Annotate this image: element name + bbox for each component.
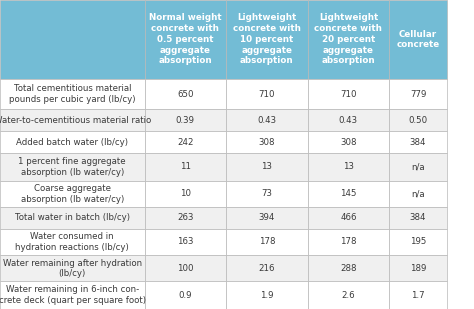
Bar xyxy=(0,255,145,281)
Bar xyxy=(226,109,308,131)
Text: Water consumed in
hydration reactions (lb/cy): Water consumed in hydration reactions (l… xyxy=(16,232,129,252)
Text: 145: 145 xyxy=(340,189,356,198)
Text: Water remaining after hydration
(lb/cy): Water remaining after hydration (lb/cy) xyxy=(3,259,142,278)
Text: 1.9: 1.9 xyxy=(260,291,273,300)
Text: 2.6: 2.6 xyxy=(342,291,355,300)
Bar xyxy=(389,109,447,131)
Bar xyxy=(389,131,447,153)
Bar xyxy=(145,207,226,229)
Text: n/a: n/a xyxy=(411,163,425,171)
Bar xyxy=(0,207,145,229)
Text: 195: 195 xyxy=(410,238,426,247)
Bar xyxy=(308,0,389,79)
Text: 384: 384 xyxy=(410,138,426,147)
Text: 0.43: 0.43 xyxy=(257,116,276,125)
Text: n/a: n/a xyxy=(411,189,425,198)
Bar xyxy=(308,153,389,181)
Bar xyxy=(0,153,145,181)
Bar xyxy=(226,281,308,309)
Bar xyxy=(0,0,145,79)
Bar xyxy=(226,153,308,181)
Bar xyxy=(389,255,447,281)
Text: 308: 308 xyxy=(340,138,356,147)
Text: 650: 650 xyxy=(177,90,193,99)
Bar xyxy=(389,0,447,79)
Text: 216: 216 xyxy=(259,264,275,273)
Bar xyxy=(145,281,226,309)
Text: Coarse aggregate
absorption (lb water/cy): Coarse aggregate absorption (lb water/cy… xyxy=(21,184,124,204)
Text: 178: 178 xyxy=(259,238,275,247)
Bar xyxy=(389,229,447,255)
Bar xyxy=(145,229,226,255)
Text: 13: 13 xyxy=(261,163,273,171)
Text: 0.39: 0.39 xyxy=(176,116,195,125)
Bar xyxy=(0,79,145,109)
Text: 710: 710 xyxy=(259,90,275,99)
Text: 11: 11 xyxy=(180,163,191,171)
Text: 1.7: 1.7 xyxy=(411,291,425,300)
Bar xyxy=(226,229,308,255)
Text: Cellular
concrete: Cellular concrete xyxy=(397,30,439,49)
Text: 0.50: 0.50 xyxy=(409,116,428,125)
Bar xyxy=(308,229,389,255)
Text: 163: 163 xyxy=(177,238,193,247)
Bar xyxy=(226,79,308,109)
Text: Lightweight
concrete with
10 percent
aggregate
absorption: Lightweight concrete with 10 percent agg… xyxy=(233,13,301,66)
Bar xyxy=(0,131,145,153)
Bar xyxy=(0,229,145,255)
Bar xyxy=(308,131,389,153)
Text: 73: 73 xyxy=(261,189,273,198)
Bar xyxy=(0,181,145,207)
Bar xyxy=(389,281,447,309)
Bar xyxy=(389,207,447,229)
Text: 384: 384 xyxy=(410,214,426,222)
Text: 1 percent fine aggregate
absorption (lb water/cy): 1 percent fine aggregate absorption (lb … xyxy=(18,157,126,177)
Bar xyxy=(145,109,226,131)
Text: 0.43: 0.43 xyxy=(339,116,358,125)
Text: 242: 242 xyxy=(177,138,193,147)
Text: 178: 178 xyxy=(340,238,356,247)
Text: 10: 10 xyxy=(180,189,191,198)
Text: Water-to-cementitious material ratio: Water-to-cementitious material ratio xyxy=(0,116,151,125)
Text: 13: 13 xyxy=(343,163,354,171)
Bar xyxy=(226,207,308,229)
Text: 288: 288 xyxy=(340,264,356,273)
Bar xyxy=(308,181,389,207)
Text: Total water in batch (lb/cy): Total water in batch (lb/cy) xyxy=(15,214,130,222)
Text: Lightweight
concrete with
20 percent
aggregate
absorption: Lightweight concrete with 20 percent agg… xyxy=(314,13,383,66)
Bar xyxy=(145,255,226,281)
Bar xyxy=(308,79,389,109)
Text: 779: 779 xyxy=(410,90,426,99)
Text: Water remaining in 6-inch con-
crete deck (quart per square foot): Water remaining in 6-inch con- crete dec… xyxy=(0,286,146,305)
Text: Total cementitious material
pounds per cubic yard (lb/cy): Total cementitious material pounds per c… xyxy=(9,84,136,104)
Bar xyxy=(389,181,447,207)
Bar xyxy=(145,153,226,181)
Text: 0.9: 0.9 xyxy=(179,291,192,300)
Bar xyxy=(226,0,308,79)
Text: 466: 466 xyxy=(340,214,356,222)
Text: 100: 100 xyxy=(177,264,193,273)
Bar xyxy=(308,255,389,281)
Bar xyxy=(308,207,389,229)
Bar xyxy=(389,79,447,109)
Text: 710: 710 xyxy=(340,90,356,99)
Bar xyxy=(0,109,145,131)
Text: 394: 394 xyxy=(259,214,275,222)
Bar xyxy=(145,131,226,153)
Text: Normal weight
concrete with
0.5 percent
aggregate
absorption: Normal weight concrete with 0.5 percent … xyxy=(149,13,222,66)
Bar xyxy=(145,0,226,79)
Bar xyxy=(145,181,226,207)
Text: Added batch water (lb/cy): Added batch water (lb/cy) xyxy=(16,138,128,147)
Bar xyxy=(0,281,145,309)
Bar xyxy=(308,281,389,309)
Bar xyxy=(389,153,447,181)
Text: 189: 189 xyxy=(410,264,426,273)
Text: 308: 308 xyxy=(259,138,275,147)
Bar xyxy=(226,181,308,207)
Text: 263: 263 xyxy=(177,214,193,222)
Bar xyxy=(226,255,308,281)
Bar xyxy=(145,79,226,109)
Bar xyxy=(308,109,389,131)
Bar xyxy=(226,131,308,153)
